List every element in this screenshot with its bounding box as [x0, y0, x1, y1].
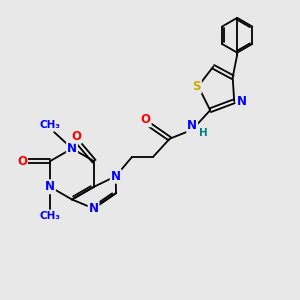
- Text: CH₃: CH₃: [39, 211, 60, 221]
- Text: N: N: [45, 180, 55, 193]
- Text: N: N: [237, 95, 247, 108]
- Text: O: O: [141, 113, 151, 126]
- Text: O: O: [71, 130, 81, 143]
- Text: S: S: [192, 80, 201, 93]
- Text: N: N: [111, 170, 121, 183]
- Text: N: N: [67, 142, 77, 155]
- Text: N: N: [88, 202, 99, 215]
- Text: CH₃: CH₃: [39, 120, 60, 130]
- Text: O: O: [17, 155, 27, 168]
- Text: H: H: [199, 128, 208, 138]
- Text: N: N: [187, 119, 197, 132]
